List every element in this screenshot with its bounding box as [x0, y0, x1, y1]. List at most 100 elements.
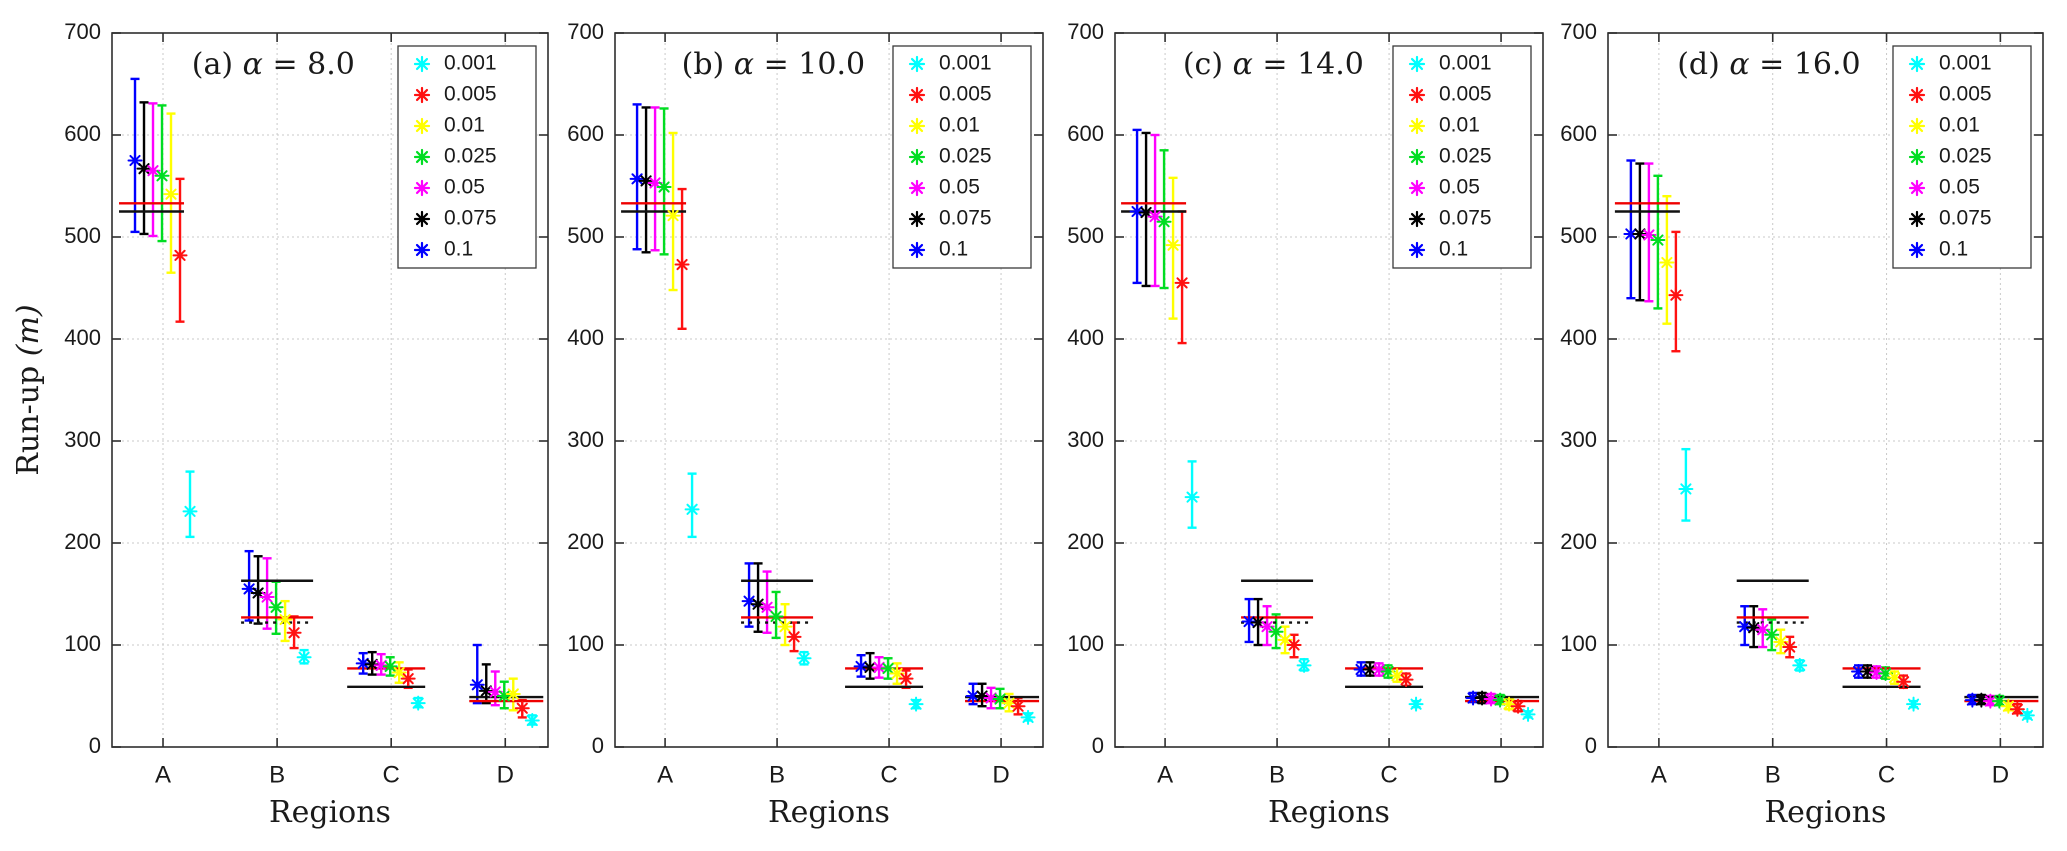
- data-marker-0.075: [1474, 690, 1490, 706]
- panel-title: (d) α = 16.0: [1677, 47, 1860, 82]
- data-marker-0.025: [1878, 666, 1894, 682]
- data-marker-0.05: [1147, 209, 1163, 225]
- y-tick-label: 0: [1585, 733, 1597, 758]
- legend-label: 0.001: [939, 52, 992, 75]
- data-marker-0.05: [759, 599, 775, 615]
- data-marker-0.05: [259, 589, 275, 605]
- data-marker-0.075: [750, 596, 766, 612]
- data-marker-0.01: [777, 619, 793, 635]
- data-marker-0.025: [1156, 214, 1172, 230]
- x-tick-label: C: [1380, 761, 1397, 788]
- data-marker-0.1: [469, 677, 485, 693]
- y-tick-label: 700: [1560, 19, 1597, 44]
- data-marker-0.01: [1165, 237, 1181, 253]
- legend: 0.001 0.005 0.01 0.025 0.05 0.075 0.1: [1392, 45, 1532, 269]
- data-marker-0.05: [1641, 227, 1657, 243]
- data-marker-0.075: [638, 173, 654, 189]
- legend-label: 0.01: [444, 114, 485, 137]
- y-tick-label: 200: [567, 529, 604, 554]
- legend-marker-0.001: [908, 55, 926, 73]
- y-tick-label: 400: [1067, 325, 1104, 350]
- y-tick-label: 500: [1560, 223, 1597, 248]
- legend-label: 0.01: [1939, 114, 1980, 137]
- x-tick-label: D: [992, 761, 1009, 788]
- data-marker-0.075: [1362, 661, 1378, 677]
- data-marker-0.1: [1851, 664, 1867, 680]
- legend-label: 0.025: [1439, 145, 1492, 168]
- data-marker-0.005: [1174, 275, 1190, 291]
- legend-marker-0.025: [413, 148, 431, 166]
- x-tick-label: D: [1992, 761, 2009, 788]
- legend-label: 0.01: [1439, 114, 1480, 137]
- legend-label: 0.075: [444, 207, 497, 230]
- data-marker-0.001: [1184, 489, 1200, 505]
- data-marker-0.1: [1964, 692, 1980, 708]
- series-0.005-bars: [1671, 230, 2022, 715]
- data-marker-0.025: [1492, 692, 1508, 708]
- data-marker-0.1: [1353, 661, 1369, 677]
- y-tick-label: 600: [1560, 121, 1597, 146]
- plot-border: [1607, 32, 2044, 748]
- data-marker-0.001: [296, 649, 312, 665]
- legend-marker-0.1: [908, 241, 926, 259]
- legend-label: 0.025: [444, 145, 497, 168]
- x-tick-label: C: [1878, 761, 1895, 788]
- panel-c: 0 100 200 300 400 500 600 700 A B C D Regions (c) α =…: [1067, 19, 1544, 830]
- data-marker-0.01: [1001, 695, 1017, 711]
- axis-ticks: [1115, 32, 1543, 748]
- panel-title: (b) α = 10.0: [682, 47, 865, 82]
- data-marker-0.005: [286, 625, 302, 641]
- data-marker-0.025: [1650, 232, 1666, 248]
- data-marker-0.025: [268, 599, 284, 615]
- data-marker-0.1: [1241, 614, 1257, 630]
- data-marker-0.05: [1869, 665, 1885, 681]
- y-tick-label: 600: [567, 121, 604, 146]
- data-marker-0.075: [1746, 620, 1762, 636]
- data-marker-0.025: [768, 608, 784, 624]
- data-marker-0.1: [741, 593, 757, 609]
- y-tick-label: 500: [64, 223, 101, 248]
- legend-marker-0.05: [1408, 179, 1426, 197]
- data-marker-0.01: [1277, 632, 1293, 648]
- data-marker-0.01: [1389, 668, 1405, 684]
- legend-label: 0.025: [1939, 145, 1992, 168]
- series-0.005-bars: [1177, 210, 1523, 713]
- data-marker-0.01: [1887, 670, 1903, 686]
- legend-marker-0.005: [908, 86, 926, 104]
- legend-marker-0.001: [1408, 55, 1426, 73]
- x-axis-label: Regions: [1268, 795, 1390, 830]
- y-tick-label: 300: [1560, 427, 1597, 452]
- legend-box: [397, 45, 537, 269]
- data-marker-0.05: [983, 690, 999, 706]
- y-axis-label: Run-up (m): [11, 304, 46, 475]
- reference-lines: [1614, 202, 2039, 703]
- data-marker-0.075: [1250, 615, 1266, 631]
- legend-marker-0.1: [1408, 241, 1426, 259]
- legend-label: 0.005: [1439, 83, 1492, 106]
- y-tick-label: 700: [64, 19, 101, 44]
- data-marker-0.1: [355, 655, 371, 671]
- y-tick-label: 700: [567, 19, 604, 44]
- data-marker-0.05: [1755, 622, 1771, 638]
- data-marker-0.005: [1896, 674, 1912, 690]
- legend-label: 0.001: [1439, 52, 1492, 75]
- legend-marker-0.001: [1908, 55, 1926, 73]
- data-marker-0.1: [1623, 226, 1639, 242]
- legend-label: 0.05: [1439, 176, 1480, 199]
- data-marker-0.05: [871, 659, 887, 675]
- data-markers: [1623, 226, 2035, 723]
- x-tick-label: B: [1269, 761, 1285, 788]
- legend-label: 0.001: [444, 52, 497, 75]
- y-tick-label: 100: [567, 631, 604, 656]
- data-marker-0.005: [1286, 637, 1302, 653]
- legend-marker-0.075: [413, 210, 431, 228]
- data-marker-0.01: [1501, 696, 1517, 712]
- data-marker-0.001: [524, 712, 540, 728]
- y-tick-label: 400: [567, 325, 604, 350]
- data-marker-0.001: [1408, 696, 1424, 712]
- y-tick-label: 600: [1067, 121, 1104, 146]
- x-tick-label: B: [769, 761, 785, 788]
- data-marker-0.001: [1678, 481, 1694, 497]
- data-marker-0.005: [1010, 698, 1026, 714]
- data-marker-0.001: [1906, 696, 1922, 712]
